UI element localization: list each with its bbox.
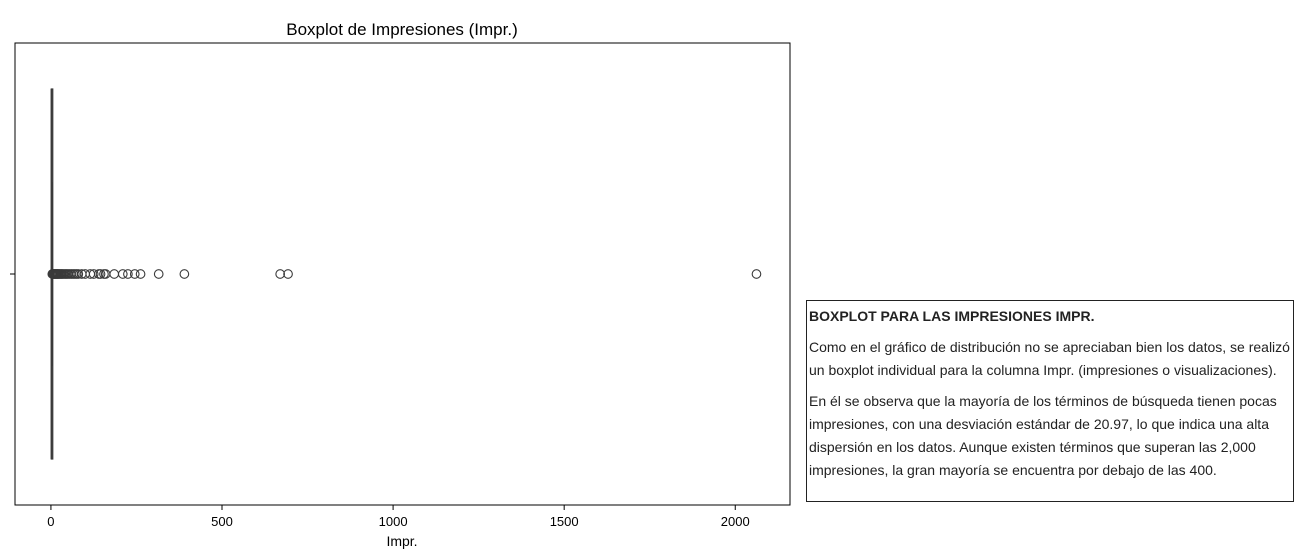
outlier-point: [117, 269, 128, 279]
note-paragraph-1: Como en el gráfico de distribución no se…: [809, 339, 1290, 378]
outlier-point: [129, 269, 140, 279]
outlier-point: [153, 269, 164, 279]
outlier-point: [109, 269, 120, 279]
outlier-point: [95, 269, 106, 279]
outlier-point: [123, 269, 133, 279]
plot-area: [14, 42, 791, 506]
outlier-point: [751, 269, 762, 279]
analysis-note: BOXPLOT PARA LAS IMPRESIONES IMPR. Como …: [806, 300, 1294, 502]
x-tick-label: 2000: [721, 514, 750, 529]
x-tick-label: 1500: [550, 514, 579, 529]
note-heading: BOXPLOT PARA LAS IMPRESIONES IMPR.: [809, 308, 1095, 324]
outlier-point: [73, 269, 84, 279]
outlier-point: [275, 269, 286, 279]
boxplot-chart: Boxplot de Impresiones (Impr.) 0 500 1000 1…: [10, 20, 791, 549]
x-tick-label: 500: [211, 514, 233, 529]
outlier-point: [88, 269, 99, 279]
note-paragraph-2: En él se observa que la mayoría de los t…: [809, 393, 1277, 478]
outlier-point: [179, 269, 190, 279]
x-tick-label: 0: [47, 514, 54, 529]
chart-title: Boxplot de Impresiones (Impr.): [286, 20, 517, 39]
outlier-point: [283, 269, 293, 279]
x-axis-label: Impr.: [386, 533, 417, 549]
x-tick-label: 1000: [379, 514, 408, 529]
outlier-point: [135, 269, 146, 279]
